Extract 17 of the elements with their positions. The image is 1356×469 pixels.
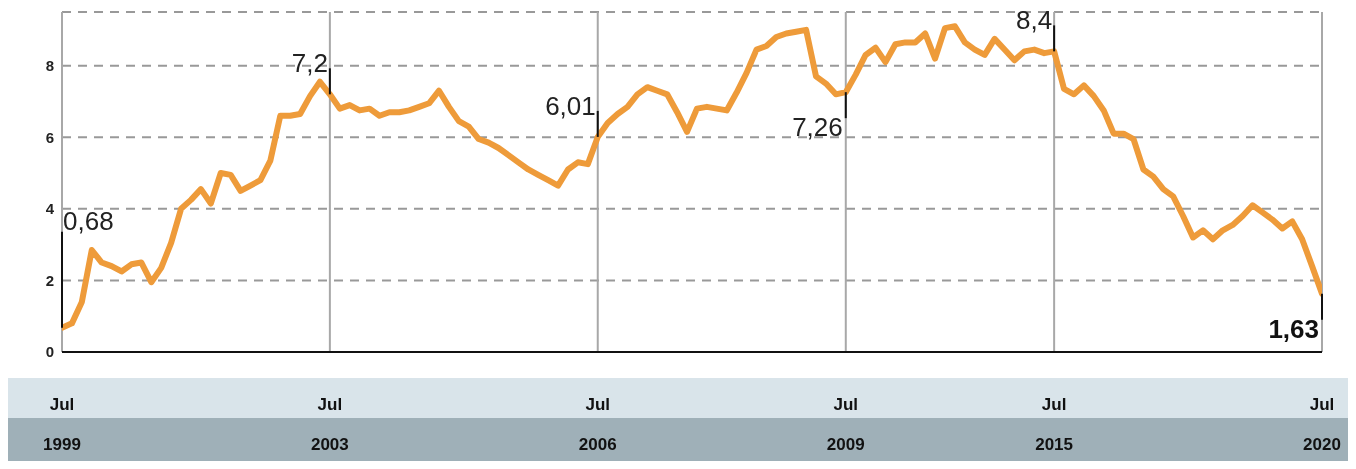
y-tick-label: 6 <box>45 128 54 146</box>
category-label: Jul 2003 <box>310 395 349 454</box>
category-label: Jul 2009 <box>826 395 865 454</box>
category-label: Jul 1999 <box>43 395 81 454</box>
category-label: Jul 2006 <box>578 395 617 454</box>
data-label: 7,2 <box>291 48 328 79</box>
data-label: 8,4 <box>1015 5 1053 36</box>
data-label: 6,01 <box>545 90 596 121</box>
data-label: 0,68 <box>63 205 114 236</box>
y-tick-label: 2 <box>45 271 54 289</box>
y-tick-label: 0 <box>45 343 54 361</box>
data-label: 1,63 <box>1268 313 1319 344</box>
data-label: 7,26 <box>792 112 843 143</box>
y-tick-label: 4 <box>45 200 55 218</box>
y-tick-label: 8 <box>45 57 54 75</box>
category-label: Jul 2015 <box>1035 395 1074 454</box>
category-label: Jul 2020 <box>1303 395 1341 454</box>
